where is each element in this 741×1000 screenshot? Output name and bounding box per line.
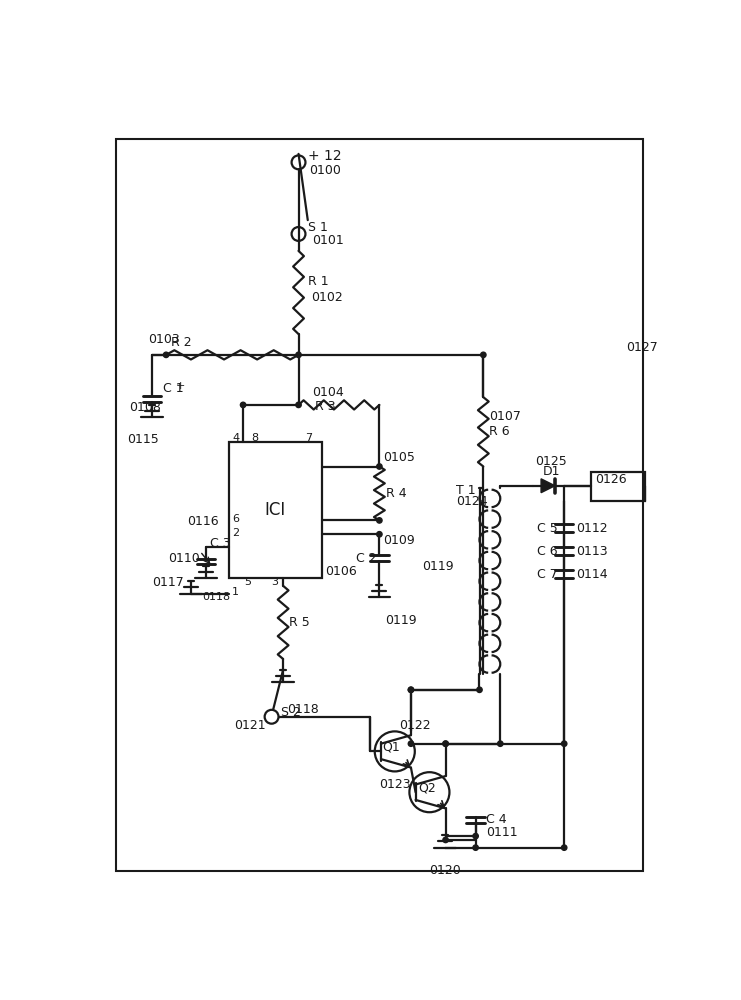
Circle shape (296, 402, 302, 408)
Text: 0120: 0120 (430, 864, 461, 877)
Text: C 3: C 3 (210, 537, 230, 550)
Circle shape (473, 845, 479, 850)
Text: 0107: 0107 (490, 410, 522, 423)
Text: C 4: C 4 (486, 813, 507, 826)
Text: 8: 8 (250, 433, 258, 443)
Text: C 1: C 1 (163, 382, 184, 395)
Text: 0119: 0119 (422, 560, 453, 573)
Text: S 1: S 1 (308, 221, 328, 234)
Text: D1: D1 (542, 465, 560, 478)
Text: 0117: 0117 (152, 576, 184, 588)
Text: 0127: 0127 (626, 341, 657, 354)
Circle shape (408, 687, 413, 692)
Text: 0110: 0110 (167, 552, 199, 565)
Text: + 12: + 12 (308, 149, 342, 163)
Text: 0106: 0106 (325, 565, 357, 578)
Text: C 7: C 7 (537, 568, 558, 581)
Text: 0104: 0104 (313, 386, 344, 399)
Text: 0103: 0103 (148, 333, 180, 346)
Circle shape (443, 837, 448, 843)
Polygon shape (541, 479, 555, 493)
Text: Q2: Q2 (418, 781, 436, 794)
Circle shape (164, 352, 169, 358)
Text: 5: 5 (245, 577, 252, 587)
Circle shape (562, 741, 567, 746)
Text: 0111: 0111 (486, 826, 518, 839)
Text: 0108: 0108 (129, 401, 161, 414)
Text: C 6: C 6 (537, 545, 558, 558)
Text: T 1: T 1 (456, 484, 476, 497)
Circle shape (376, 518, 382, 523)
Text: 7: 7 (305, 433, 312, 443)
Text: R 6: R 6 (490, 425, 510, 438)
Circle shape (408, 687, 413, 692)
Circle shape (376, 464, 382, 469)
Text: 0114: 0114 (576, 568, 608, 581)
Text: 0102: 0102 (310, 291, 342, 304)
Text: C 2: C 2 (356, 552, 377, 565)
Text: R 3: R 3 (316, 400, 336, 413)
Bar (591, 472, 645, 501)
Circle shape (473, 833, 479, 839)
Text: 0124: 0124 (456, 495, 488, 508)
Text: 0123: 0123 (379, 778, 411, 791)
Text: 1: 1 (233, 587, 239, 597)
Circle shape (443, 741, 448, 746)
Circle shape (481, 352, 486, 358)
Text: 0119: 0119 (385, 614, 417, 627)
Text: 4: 4 (233, 433, 239, 443)
Text: 0121: 0121 (235, 719, 266, 732)
Text: +: + (176, 381, 185, 391)
Text: ICI: ICI (265, 501, 286, 519)
Text: 0113: 0113 (576, 545, 608, 558)
Circle shape (562, 845, 567, 850)
Text: 6: 6 (233, 514, 239, 524)
Text: S 2: S 2 (281, 706, 301, 719)
Text: 0109: 0109 (383, 534, 415, 547)
Text: R 5: R 5 (289, 616, 310, 629)
Text: R 1: R 1 (308, 275, 328, 288)
Text: 0115: 0115 (127, 433, 159, 446)
Circle shape (296, 352, 302, 358)
Text: C 5: C 5 (537, 522, 558, 535)
Text: 0118: 0118 (287, 703, 319, 716)
Text: 0112: 0112 (576, 522, 608, 535)
Text: 0126: 0126 (595, 473, 627, 486)
Text: 0116: 0116 (187, 515, 219, 528)
Text: 2: 2 (233, 528, 239, 538)
Circle shape (497, 741, 503, 746)
Circle shape (443, 741, 448, 746)
Text: 0118: 0118 (202, 592, 230, 602)
Text: 0100: 0100 (309, 164, 341, 177)
Text: 0105: 0105 (383, 451, 415, 464)
Circle shape (376, 532, 382, 537)
Text: 0125: 0125 (535, 455, 567, 468)
Text: R 4: R 4 (385, 487, 406, 500)
Bar (229, 442, 322, 578)
Circle shape (408, 741, 413, 746)
Text: 3: 3 (272, 577, 279, 587)
Text: 0122: 0122 (399, 719, 431, 732)
Circle shape (240, 402, 246, 408)
Circle shape (476, 687, 482, 692)
Text: R 2: R 2 (171, 336, 192, 349)
Text: Q1: Q1 (382, 740, 400, 753)
Text: 0101: 0101 (313, 234, 344, 247)
